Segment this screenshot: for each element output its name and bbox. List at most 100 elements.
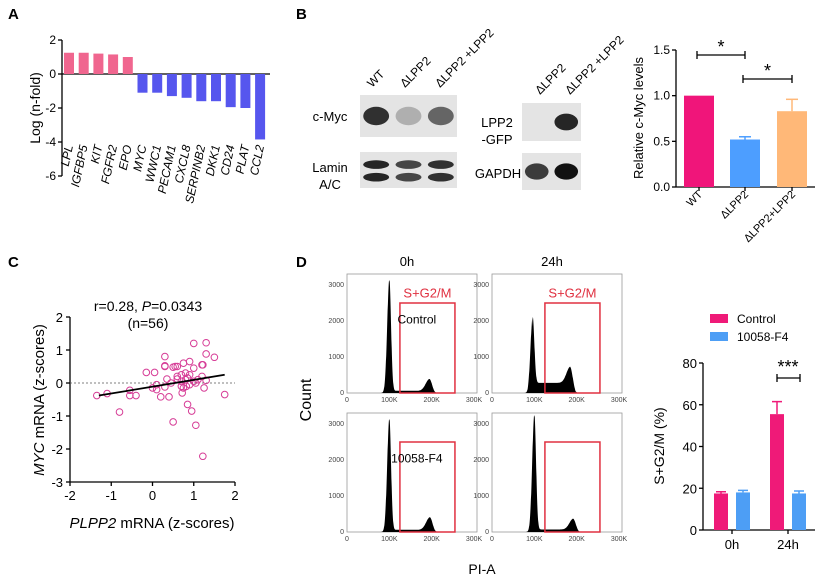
x-axis-unit: mRNA (z-scores) xyxy=(116,515,234,532)
data-point xyxy=(210,353,219,362)
error-bar xyxy=(738,489,748,493)
bar-MYC xyxy=(137,74,148,93)
lane-label: ΔLPP2 xyxy=(532,61,569,98)
data-point xyxy=(173,372,182,381)
band xyxy=(554,113,579,131)
data-point xyxy=(161,362,169,370)
x-tick-label: -1 xyxy=(105,488,117,503)
bar-CXCL8 xyxy=(181,74,192,98)
y-tick-label: 20 xyxy=(683,481,697,496)
data-point xyxy=(198,372,206,381)
band xyxy=(524,163,549,180)
y-tick-label: 2000 xyxy=(473,318,489,325)
y-tick-label: 0 xyxy=(485,390,489,397)
significance-bracket xyxy=(742,75,793,83)
y-tick-label: 1.0 xyxy=(653,89,670,103)
y-tick-label: 1.5 xyxy=(653,43,670,57)
x-tick-label: 200K xyxy=(423,536,440,543)
data-point xyxy=(199,361,207,369)
error-bar xyxy=(794,490,804,494)
band xyxy=(395,106,422,126)
x-axis-label: PLPP2 mRNA (z-scores) xyxy=(69,515,234,532)
data-point xyxy=(185,357,194,366)
blot-label-lpp2-gfp: LPP2 xyxy=(481,115,513,130)
data-point xyxy=(163,375,171,383)
error-bar xyxy=(716,491,726,494)
band xyxy=(525,114,549,131)
x-axis-gene: PLPP2 xyxy=(69,515,116,532)
panel-label-d: D xyxy=(296,254,307,271)
bar-10058-F4-24h xyxy=(792,493,806,530)
y-tick-label: 1000 xyxy=(328,354,344,361)
bar-CCL2 xyxy=(255,74,266,140)
x-tick-label: WT xyxy=(685,188,706,209)
data-point xyxy=(187,407,196,415)
blot-label-c-myc: c-Myc xyxy=(313,109,348,124)
significance-bracket xyxy=(696,51,746,59)
bar-PLAT xyxy=(240,74,251,108)
bar-LPL xyxy=(64,52,74,74)
gate-box xyxy=(544,441,601,533)
x-tick-label: EPO xyxy=(116,144,135,172)
y-tick-label: 0 xyxy=(49,67,56,81)
bar-DKK1 xyxy=(211,74,221,102)
legend-label: Control xyxy=(737,312,776,326)
y-tick-label: 0 xyxy=(485,529,489,536)
y-tick-label: 1000 xyxy=(328,493,344,500)
band xyxy=(554,163,579,180)
x-tick-label: -2 xyxy=(64,488,76,503)
band xyxy=(427,172,454,182)
data-point xyxy=(173,362,182,371)
x-tick-label: CCL2 xyxy=(247,143,267,176)
correlation-annotation: r=0.28, P=0.0343 xyxy=(94,298,202,314)
bar-WWC1 xyxy=(152,74,163,93)
y-tick-label: -6 xyxy=(45,169,56,183)
lane-label: ΔLPP2 xyxy=(397,54,434,91)
x-tick-label: 300K xyxy=(611,397,628,404)
bar-IGFBP5 xyxy=(78,52,89,74)
column-label-24h: 24h xyxy=(541,254,563,269)
panel-label-c: C xyxy=(8,254,19,271)
y-axis-unit: mRNA (z-scores) xyxy=(31,324,48,442)
column-label-0h: 0h xyxy=(400,254,414,269)
lane-label: WT xyxy=(364,67,388,91)
y-tick-label: 0 xyxy=(340,390,344,397)
y-tick-label: 1000 xyxy=(473,354,489,361)
y-tick-label: 2000 xyxy=(328,457,344,464)
data-point xyxy=(192,421,200,430)
histogram-frame xyxy=(346,412,478,533)
y-tick-label: 80 xyxy=(683,356,697,371)
panel-label-a: A xyxy=(8,6,19,23)
data-point xyxy=(161,352,169,361)
blot-lamin xyxy=(360,152,457,188)
data-point xyxy=(189,339,198,348)
bar-1 xyxy=(730,139,760,187)
bar-FGFR2 xyxy=(108,54,119,74)
data-point xyxy=(169,418,177,426)
y-tick-label: 3000 xyxy=(473,421,489,428)
p-symbol: P xyxy=(142,298,152,314)
band xyxy=(395,160,422,169)
data-point xyxy=(199,452,207,461)
legend-swatch xyxy=(710,332,728,341)
y-tick-label: 60 xyxy=(683,398,697,413)
band xyxy=(427,160,454,169)
data-point xyxy=(220,390,229,399)
x-tick-label: 0 xyxy=(345,536,349,543)
data-point xyxy=(179,359,188,368)
x-tick-label: 100K xyxy=(381,397,398,404)
r-value: r=0.28, xyxy=(94,298,142,314)
x-tick-label: 0 xyxy=(345,397,349,404)
y-tick-label: 3000 xyxy=(473,282,489,289)
y-tick-label: 1 xyxy=(56,343,63,358)
x-axis-label: PI-A xyxy=(468,561,496,577)
data-point xyxy=(165,393,173,401)
chart-d-cell-cycle-bars: 0 20 40 60 80 S+G2/M (%) 0h 24h *** Control 10058-… xyxy=(651,312,815,552)
significance-bracket xyxy=(776,374,801,382)
bar-Control-24h xyxy=(770,414,784,530)
data-point xyxy=(189,377,198,386)
blot-label-lpp2-gfp: -GFP xyxy=(481,132,512,147)
